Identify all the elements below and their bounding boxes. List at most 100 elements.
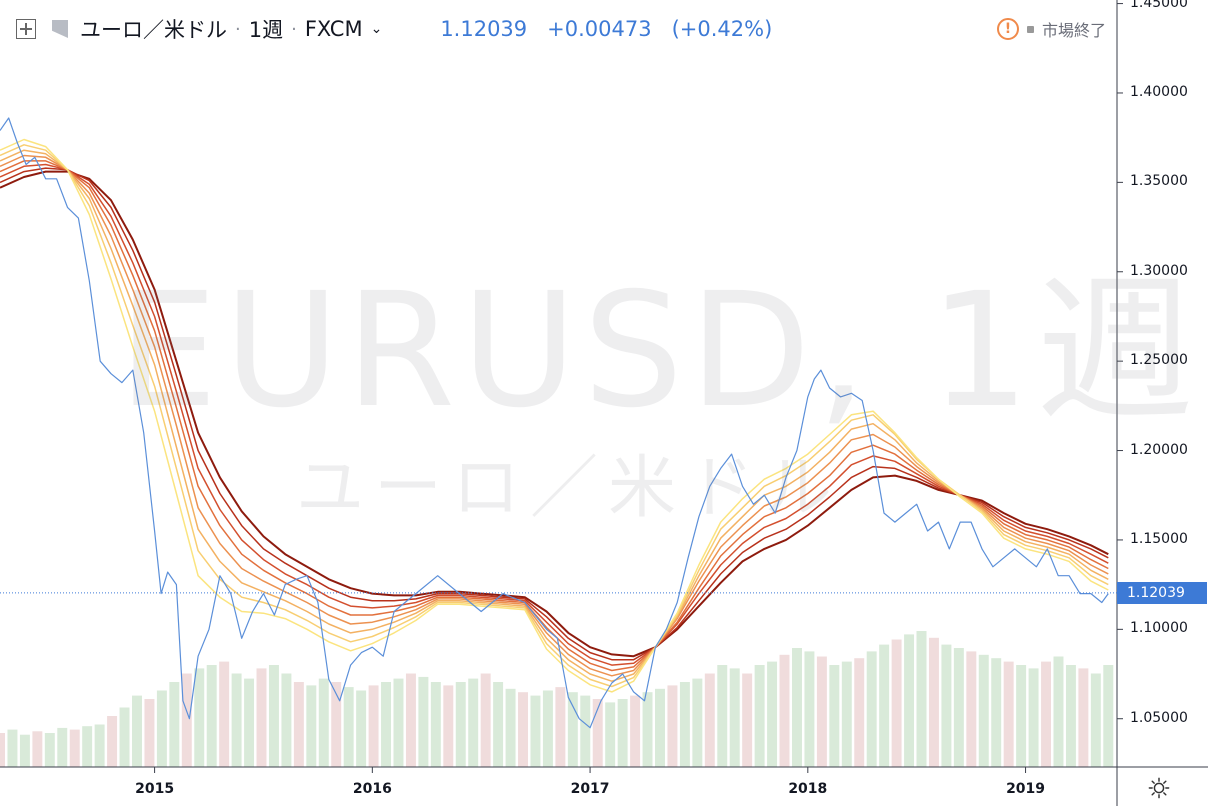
volume-bar: [717, 665, 728, 767]
last-price-tag: 1.12039: [1117, 582, 1207, 604]
volume-bar: [518, 692, 528, 767]
volume-bar: [7, 729, 18, 767]
ma-line: [0, 163, 1109, 666]
volume-bar: [244, 678, 255, 767]
volume-bar: [1065, 665, 1076, 767]
volume-bar: [32, 731, 43, 767]
volume-bar: [592, 699, 603, 767]
volume-bar: [1090, 673, 1101, 767]
volume-layer: [0, 631, 1114, 767]
volume-bar: [642, 692, 653, 767]
ma-line: [0, 160, 1109, 672]
volume-bar: [219, 661, 230, 767]
volume-bar: [854, 658, 865, 767]
x-tick-label: 2019: [1006, 781, 1046, 797]
ma-line: [0, 144, 1109, 688]
volume-bar: [941, 644, 952, 767]
series-legend: ユーロ／米ドル · 1週 · FXCM ⌄ 1.12039 +0.00473 (…: [16, 12, 772, 46]
volume-bar: [617, 699, 628, 767]
x-tick-label: 2016: [352, 781, 392, 797]
compare-add-icon[interactable]: [16, 19, 36, 39]
volume-bar: [729, 668, 740, 767]
y-tick-label: 1.10000: [1130, 620, 1188, 637]
ma-line: [0, 138, 1109, 693]
symbol-name[interactable]: ユーロ／米ドル: [80, 18, 227, 42]
volume-bar: [891, 639, 902, 767]
volume-bar: [966, 651, 977, 767]
volume-bar: [1028, 668, 1039, 767]
volume-bar: [991, 658, 1002, 767]
volume-bar: [605, 702, 616, 767]
y-tick-label: 1.25000: [1130, 352, 1188, 369]
volume-bar: [331, 682, 342, 767]
volume-bar: [293, 682, 304, 767]
volume-bar: [480, 673, 491, 767]
volume-bar: [468, 678, 479, 767]
y-tick-label: 1.35000: [1130, 173, 1188, 190]
volume-bar: [1003, 661, 1014, 767]
volume-bar: [804, 651, 815, 767]
volume-bar: [206, 665, 217, 767]
volume-bar: [393, 678, 404, 767]
chevron-down-icon[interactable]: ⌄: [370, 21, 383, 37]
volume-bar: [866, 651, 877, 767]
volume-bar: [455, 682, 466, 767]
y-tick-label: 1.20000: [1130, 441, 1188, 458]
y-tick-label: 1.15000: [1130, 530, 1188, 547]
warning-icon[interactable]: !: [996, 18, 1019, 40]
volume-bar: [169, 682, 180, 767]
volume-bar: [144, 699, 155, 767]
volume-bar: [916, 631, 927, 767]
volume-bar: [953, 648, 964, 767]
y-tick-label: 1.40000: [1130, 83, 1188, 100]
volume-bar: [816, 656, 827, 767]
volume-bar: [231, 673, 242, 767]
market-status[interactable]: ! 市場終了: [996, 14, 1106, 44]
ma-line: [0, 167, 1109, 661]
volume-bar: [904, 634, 915, 767]
settings-gear-icon[interactable]: [1148, 777, 1170, 799]
x-tick-label: 2017: [570, 781, 610, 797]
interval-label[interactable]: 1週: [248, 18, 284, 42]
volume-bar: [156, 690, 167, 767]
volume-bar: [381, 682, 392, 767]
volume-bar: [542, 690, 553, 767]
volume-bar: [0, 733, 5, 767]
volume-bar: [19, 734, 30, 767]
volume-bar: [343, 687, 354, 767]
volume-bar: [318, 678, 329, 767]
y-tick-label: 1.45000: [1130, 0, 1188, 11]
volume-bar: [580, 695, 591, 767]
volume-bar: [791, 648, 802, 767]
flag-icon[interactable]: [52, 20, 68, 38]
volume-bar: [667, 685, 678, 767]
x-tick-label: 2015: [135, 781, 175, 797]
y-tick-label: 1.30000: [1130, 262, 1188, 279]
price-change-percent: (+0.42%): [671, 17, 773, 41]
volume-bar: [356, 690, 367, 767]
volume-bar: [107, 716, 118, 767]
price-change: +0.00473: [547, 17, 652, 41]
volume-bar: [405, 673, 416, 767]
volume-bar: [57, 727, 68, 767]
volume-bar: [1041, 661, 1052, 767]
volume-bar: [530, 695, 541, 767]
volume-bar: [368, 685, 379, 767]
volume-bar: [194, 668, 205, 767]
volume-bar: [418, 676, 429, 767]
volume-bar: [181, 673, 192, 767]
ma-line: [0, 149, 1109, 682]
ma-ribbon-layer: [0, 138, 1109, 693]
x-tick-label: 2018: [788, 781, 828, 797]
volume-bar: [692, 678, 703, 767]
exchange-label[interactable]: FXCM: [304, 17, 363, 41]
volume-bar: [268, 665, 279, 767]
last-price: 1.12039: [440, 17, 528, 41]
price-layer: [0, 117, 1109, 729]
volume-bar: [679, 682, 690, 767]
volume-bar: [82, 726, 93, 767]
volume-bar: [1103, 665, 1114, 767]
